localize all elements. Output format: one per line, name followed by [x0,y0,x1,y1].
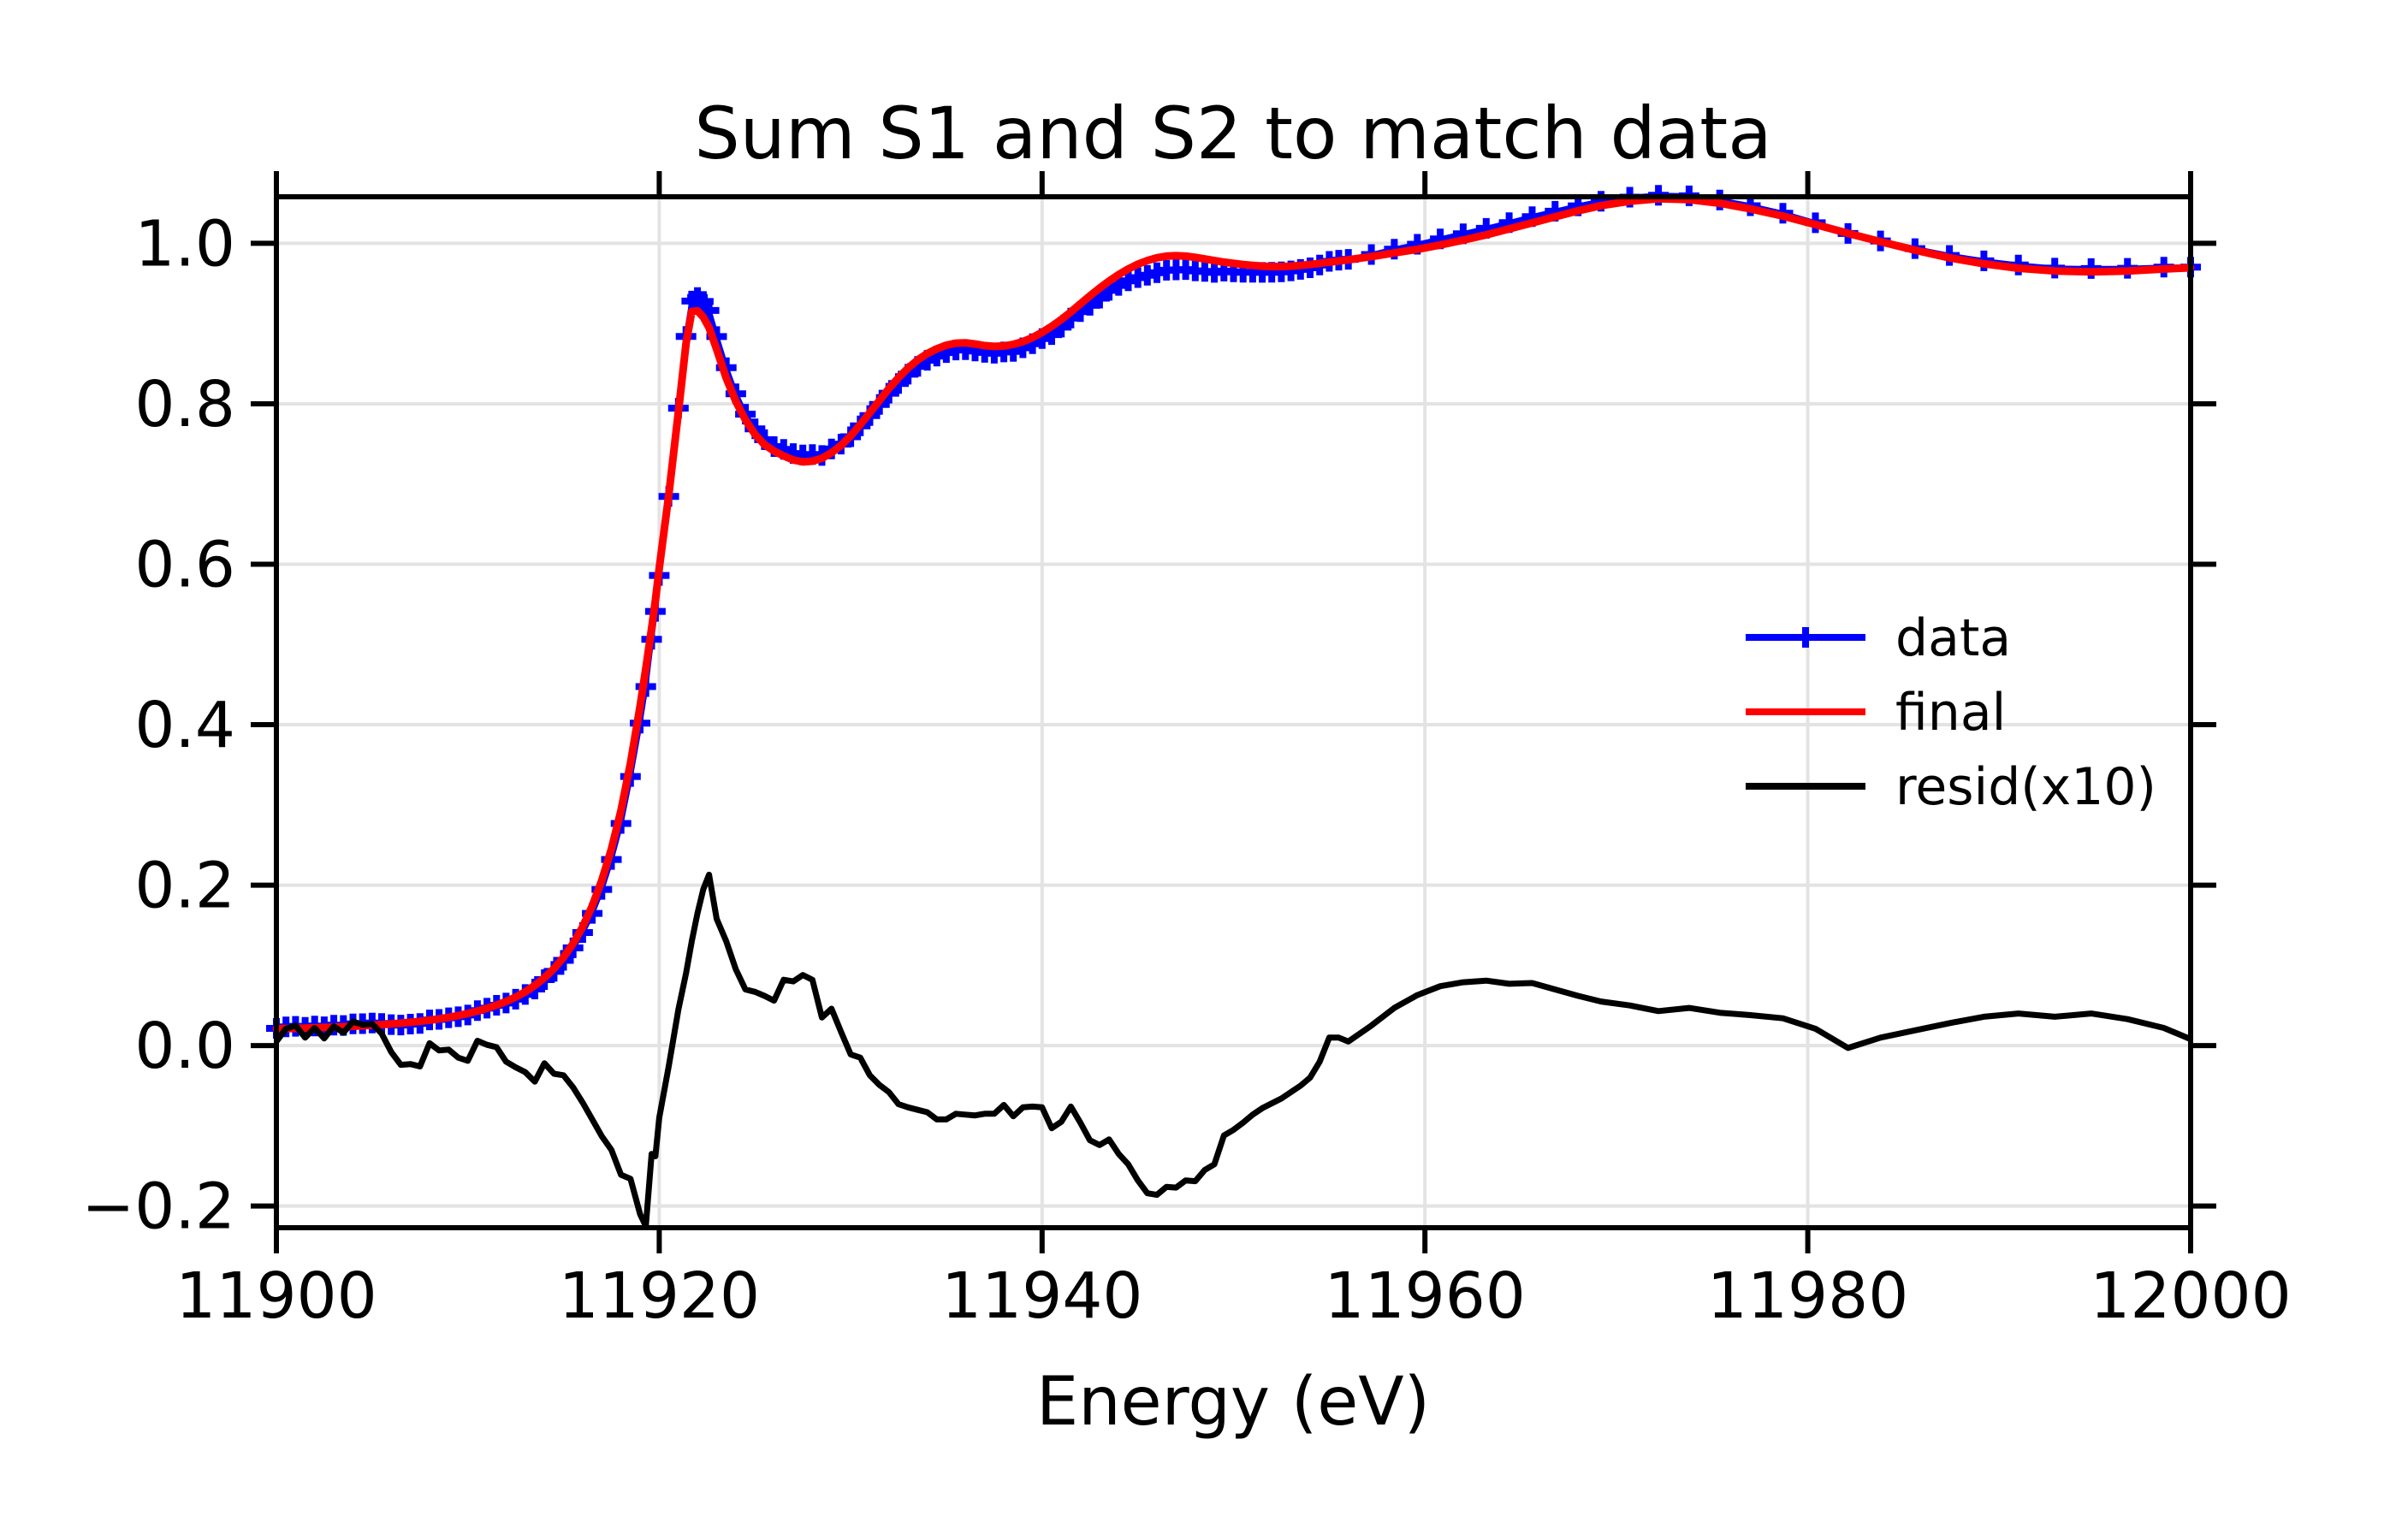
y-tick-label: 0.8 [134,368,235,441]
y-tick-label: 0.2 [134,850,235,923]
chart-title: Sum S1 and S2 to match data [694,92,1771,175]
plot-series [266,185,2201,1229]
x-axis-label: Energy (eV) [1036,1364,1430,1441]
legend-label-final: final [1895,683,2006,743]
final-series-line [272,194,2195,1033]
x-tick-label: 11920 [559,1259,760,1333]
legend-label-resid: resid(x10) [1895,757,2156,817]
x-tick-label: 11900 [175,1259,377,1333]
legend-entry-data: data [1746,608,2011,668]
x-tick-label: 11980 [1707,1259,1908,1333]
resid-series-line [274,871,2192,1229]
tick-labels: 11900 11920 11940 11960 11980 12000 −0.2 0.0 0.2… [81,207,2291,1333]
legend-label-data: data [1895,608,2011,668]
y-tick-label: 0.6 [134,528,235,601]
y-tick-label: 1.0 [134,207,235,281]
y-tick-label: 0.0 [134,1010,235,1083]
x-tick-label: 11960 [1324,1259,1525,1333]
legend-entry-resid: resid(x10) [1746,757,2156,817]
axes-border [274,194,2193,1230]
y-tick-label: 0.4 [134,689,235,762]
x-tick-label: 11940 [941,1259,1142,1333]
y-tick-label: −0.2 [81,1170,235,1244]
x-tick-label: 12000 [2090,1259,2291,1333]
legend-entry-final: final [1746,683,2006,743]
axes-spines-and-ticks [251,171,2216,1253]
legend-sample-plus-marker-icon [1795,627,1816,648]
legend: data final resid(x10) [1746,608,2156,817]
